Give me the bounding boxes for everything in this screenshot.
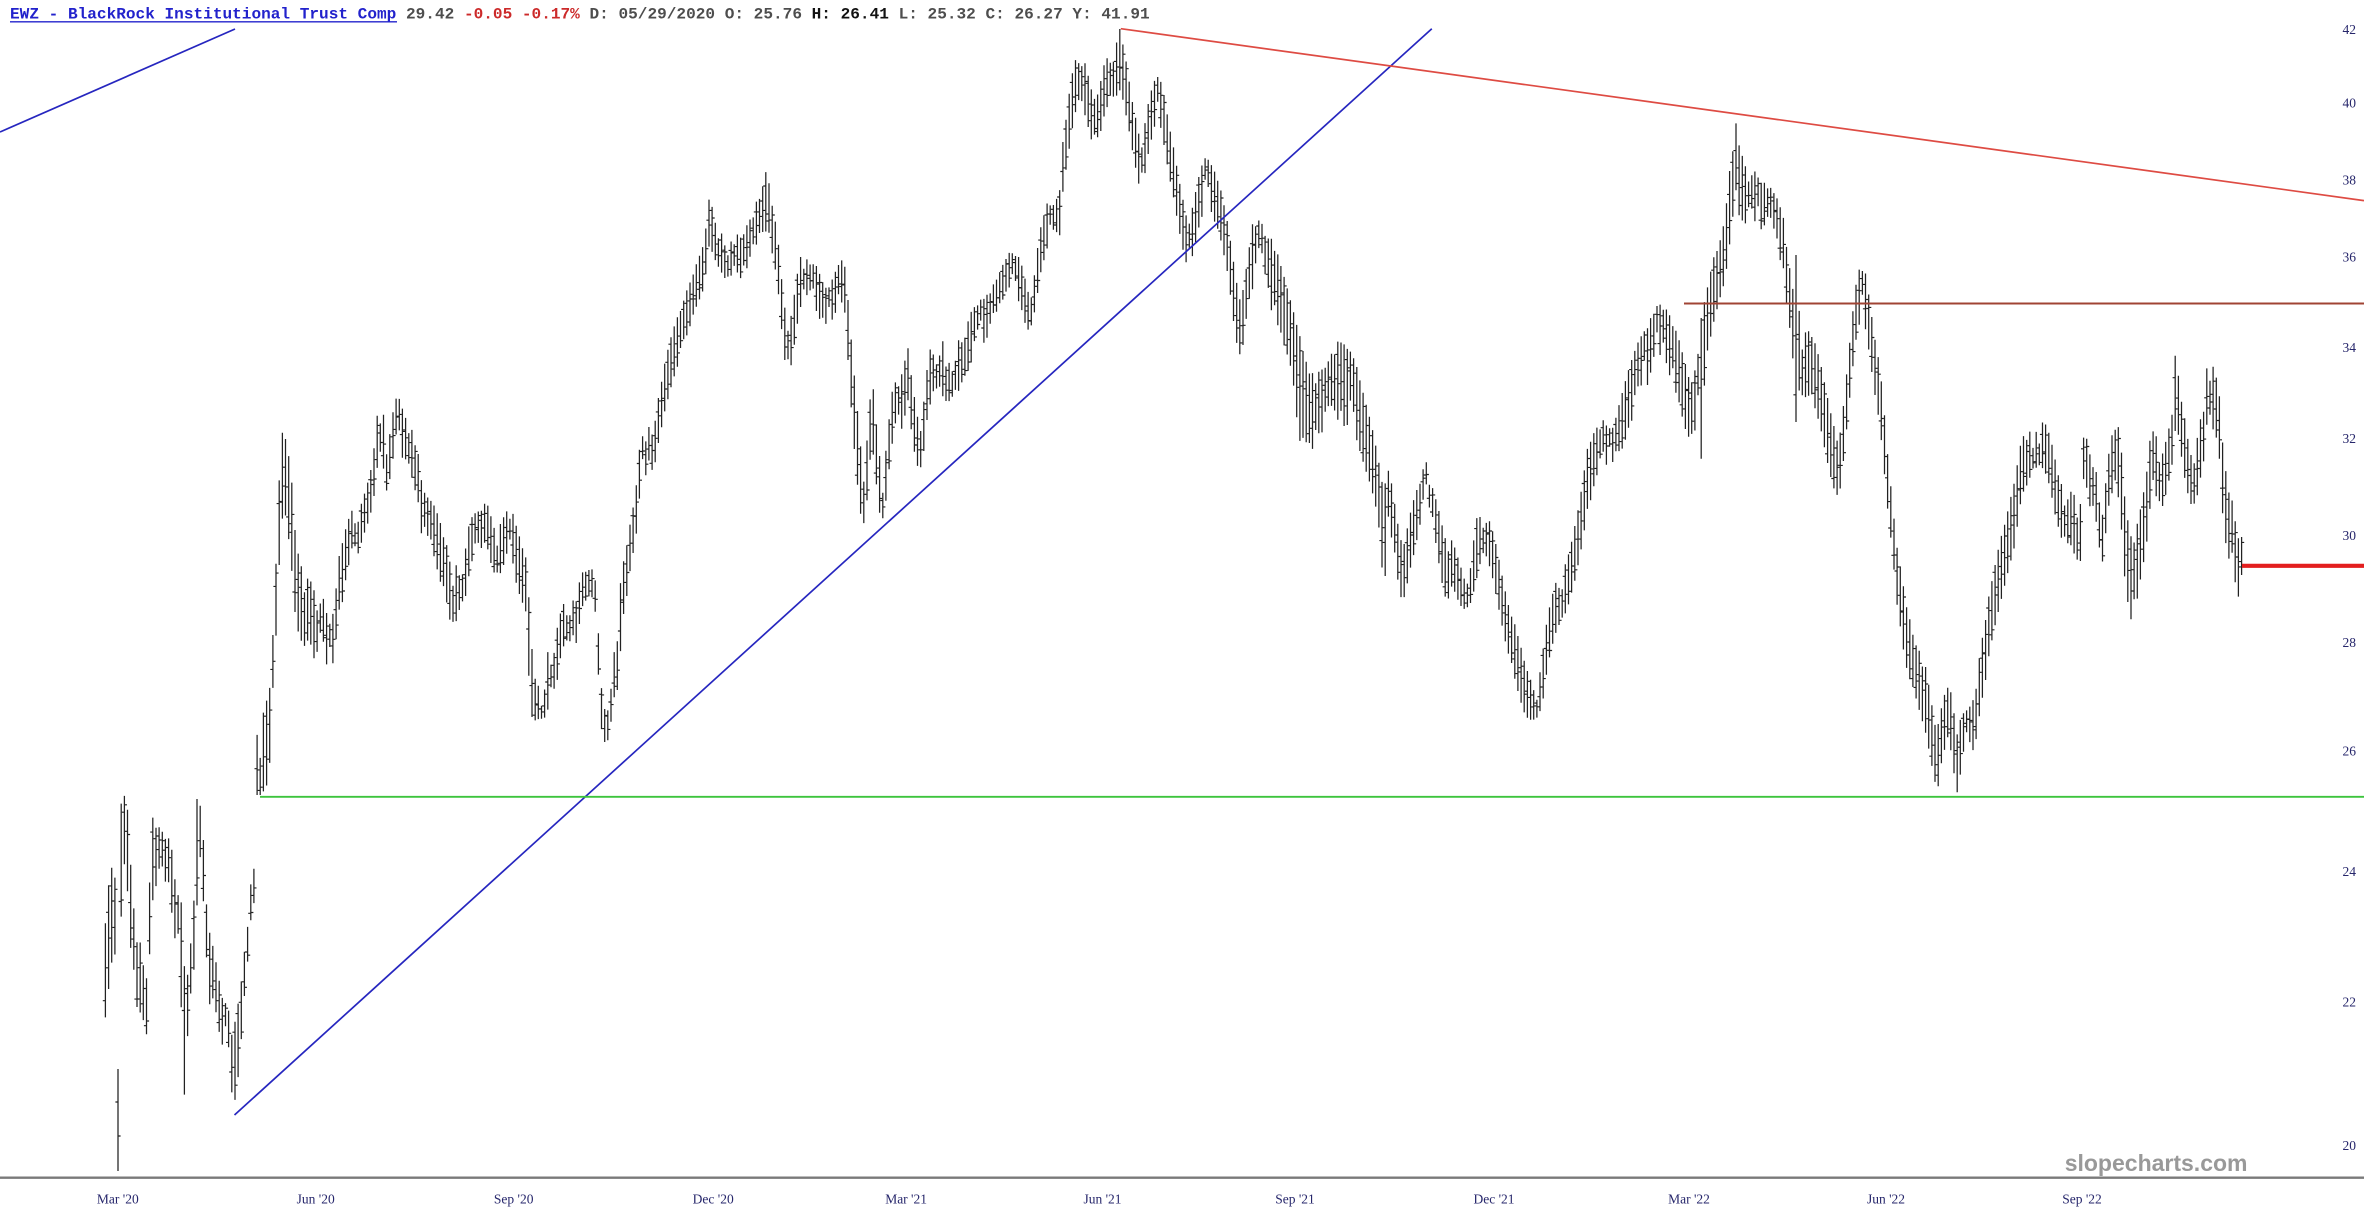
svg-text:32: 32 bbox=[2343, 431, 2357, 446]
svg-text:Jun '22: Jun '22 bbox=[1867, 1192, 1905, 1207]
svg-text:28: 28 bbox=[2343, 635, 2357, 650]
svg-text:Sep '20: Sep '20 bbox=[494, 1192, 534, 1207]
svg-text:Sep '22: Sep '22 bbox=[2062, 1192, 2102, 1207]
svg-text:Mar '22: Mar '22 bbox=[1668, 1192, 1710, 1207]
svg-text:42: 42 bbox=[2343, 22, 2357, 37]
svg-text:34: 34 bbox=[2343, 340, 2357, 355]
svg-text:24: 24 bbox=[2343, 864, 2357, 879]
svg-text:20: 20 bbox=[2343, 1138, 2357, 1153]
svg-text:Jun '20: Jun '20 bbox=[297, 1192, 335, 1207]
svg-text:Sep '21: Sep '21 bbox=[1275, 1192, 1315, 1207]
svg-text:Mar '20: Mar '20 bbox=[97, 1192, 139, 1207]
svg-text:36: 36 bbox=[2343, 250, 2357, 265]
svg-text:slopecharts.com: slopecharts.com bbox=[2065, 1150, 2248, 1176]
svg-text:Mar '21: Mar '21 bbox=[885, 1192, 927, 1207]
svg-text:Dec '21: Dec '21 bbox=[1473, 1192, 1514, 1207]
svg-text:26: 26 bbox=[2343, 743, 2357, 758]
svg-text:EWZ - BlackRock Institutional: EWZ - BlackRock Institutional Trust Comp… bbox=[10, 6, 1150, 24]
svg-text:38: 38 bbox=[2343, 173, 2357, 188]
svg-text:Jun '21: Jun '21 bbox=[1083, 1192, 1121, 1207]
svg-text:Dec '20: Dec '20 bbox=[693, 1192, 734, 1207]
svg-text:30: 30 bbox=[2343, 528, 2357, 543]
svg-text:40: 40 bbox=[2343, 96, 2357, 111]
svg-text:22: 22 bbox=[2343, 995, 2357, 1010]
